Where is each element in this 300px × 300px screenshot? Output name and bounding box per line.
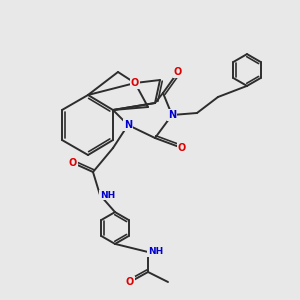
Text: N: N [168,110,176,120]
Text: O: O [131,78,139,88]
Text: NH: NH [148,248,163,256]
Text: O: O [69,158,77,168]
Text: O: O [126,277,134,287]
Text: O: O [174,67,182,77]
Text: O: O [178,143,186,153]
Text: N: N [124,120,132,130]
Text: NH: NH [100,190,115,200]
